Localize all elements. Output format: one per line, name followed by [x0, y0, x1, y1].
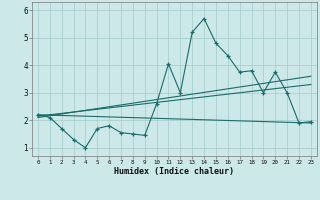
X-axis label: Humidex (Indice chaleur): Humidex (Indice chaleur): [115, 167, 234, 176]
